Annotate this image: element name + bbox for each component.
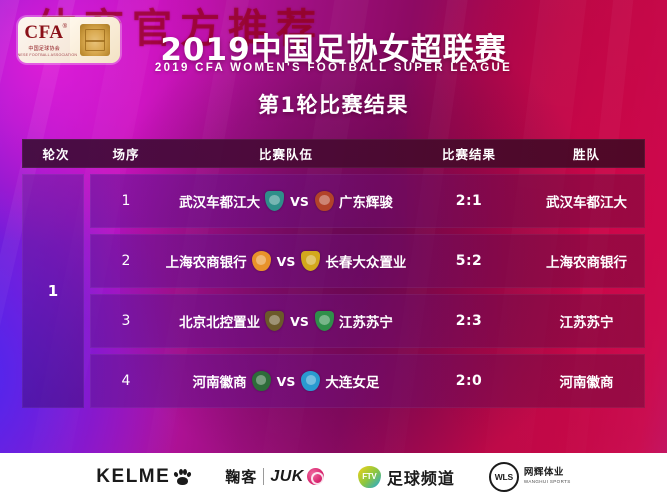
column-header-order: 场序 xyxy=(112,147,140,162)
column-header-score: 比赛结果 xyxy=(441,147,496,162)
sponsor-logo-ftv: FTV 足球频道 xyxy=(357,465,455,489)
home-team-name: 河南徽商 xyxy=(192,375,247,391)
round-number: 1 xyxy=(47,282,59,300)
cfa-logo-emblem-area xyxy=(70,17,120,63)
cfa-logo-subtitle-cn: 中国足球协会 xyxy=(28,46,60,52)
away-team-crest-icon xyxy=(301,371,321,391)
table-header-row: 轮次 场序 比赛队伍 比赛结果 胜队 xyxy=(22,139,645,168)
match-order: 4 xyxy=(121,373,131,389)
results-table: 轮次 场序 比赛队伍 比赛结果 胜队 1 1 武汉车都江大 VS xyxy=(22,139,645,408)
vs-label: VS xyxy=(290,313,309,329)
juk-divider xyxy=(263,468,265,485)
vs-label: VS xyxy=(276,373,296,389)
column-header-round: 轮次 xyxy=(42,147,70,162)
away-team-name: 广东辉骏 xyxy=(338,195,393,211)
wls-wordmark: 网辉体业 WANGHUI SPORTS xyxy=(523,467,571,485)
home-team-name: 上海农商银行 xyxy=(165,255,247,271)
home-team-crest-icon xyxy=(251,371,271,391)
table-row[interactable]: 4 河南徽商 VS 大连女足 2:0 河南徽商 xyxy=(90,354,645,408)
match-winner: 河南徽商 xyxy=(559,375,614,391)
ftv-badge-icon: FTV xyxy=(357,465,381,488)
cfa-logo-registered-mark: ® xyxy=(62,24,67,30)
vs-label: VS xyxy=(276,253,296,269)
vs-label: VS xyxy=(290,193,309,209)
away-team-crest-icon xyxy=(314,311,334,331)
wls-wordmark-en: WANGHUI SPORTS xyxy=(523,479,571,485)
home-team-crest-icon xyxy=(265,191,285,211)
away-team-name: 江苏苏宁 xyxy=(338,315,393,331)
table-row[interactable]: 2 上海农商银行 VS 长春大众置业 5:2 上海农商银行 xyxy=(90,234,645,288)
match-score: 2:0 xyxy=(455,373,483,389)
wls-wordmark-cn: 网辉体业 xyxy=(523,467,564,479)
cfa-logo-subtitle-en: CHINESE FOOTBALL ASSOCIATION xyxy=(18,53,78,57)
column-header-winner: 胜队 xyxy=(572,147,600,162)
table-body: 1 1 武汉车都江大 VS 广东辉骏 2:1 武汉车都江大 xyxy=(22,174,645,408)
ftv-wordmark: 足球频道 xyxy=(386,468,455,488)
match-winner: 上海农商银行 xyxy=(546,255,627,271)
match-score: 2:3 xyxy=(455,313,483,329)
match-teams: 上海农商银行 VS 长春大众置业 xyxy=(162,251,410,271)
match-teams: 武汉车都江大 VS 广东辉骏 xyxy=(162,191,410,211)
match-order: 2 xyxy=(121,253,131,269)
match-score: 5:2 xyxy=(455,253,483,269)
juk-wordmark-cn: 鞠客 xyxy=(225,468,258,486)
cfa-logo-word: CFA xyxy=(24,22,64,43)
match-score: 2:1 xyxy=(455,193,483,209)
page-title: 2019中国足协女超联赛 xyxy=(160,32,507,68)
page-subtitle: 2019 CFA WOMEN'S FOOTBALL SUPER LEAGUE xyxy=(154,62,513,74)
goal-emblem-icon xyxy=(80,24,110,56)
paw-icon xyxy=(173,468,193,485)
sponsor-footer: KELME 鞠客 JUK FTV 足球频道 WLS 网辉体业 WANGHUI S… xyxy=(0,453,667,500)
round-merged-cell: 1 xyxy=(22,174,84,408)
sponsor-logo-kelme: KELME xyxy=(96,465,193,488)
round-title: 第1轮比赛结果 xyxy=(257,93,410,117)
match-order: 1 xyxy=(121,193,131,209)
wls-badge-icon: WLS xyxy=(488,461,519,492)
kelme-wordmark: KELME xyxy=(96,465,171,487)
away-team-crest-icon xyxy=(314,191,334,211)
home-team-crest-icon xyxy=(265,311,285,331)
away-team-name: 长春大众置业 xyxy=(325,255,407,271)
home-team-name: 北京北控置业 xyxy=(179,315,261,331)
table-row[interactable]: 1 武汉车都江大 VS 广东辉骏 2:1 武汉车都江大 xyxy=(90,174,645,228)
column-header-teams: 比赛队伍 xyxy=(258,147,313,162)
sponsor-logo-wls: WLS 网辉体业 WANGHUI SPORTS xyxy=(488,461,571,492)
juk-ball-icon xyxy=(306,468,324,485)
cfa-logo: CFA ® 中国足球协会 CHINESE FOOTBALL ASSOCIATIO… xyxy=(18,17,120,63)
match-teams: 北京北控置业 VS 江苏苏宁 xyxy=(162,311,410,331)
home-team-crest-icon xyxy=(251,251,271,271)
match-winner: 武汉车都江大 xyxy=(546,195,627,211)
away-team-name: 大连女足 xyxy=(325,375,380,391)
home-team-name: 武汉车都江大 xyxy=(179,195,261,211)
sponsor-logo-juk: 鞠客 JUK xyxy=(225,466,324,487)
match-order: 3 xyxy=(121,313,131,329)
cfa-logo-textblock: CFA ® 中国足球协会 CHINESE FOOTBALL ASSOCIATIO… xyxy=(18,17,77,63)
juk-wordmark-en: JUK xyxy=(270,467,304,485)
match-winner: 江苏苏宁 xyxy=(559,315,614,331)
away-team-crest-icon xyxy=(301,251,321,271)
match-teams: 河南徽商 VS 大连女足 xyxy=(162,371,410,391)
match-rows: 1 武汉车都江大 VS 广东辉骏 2:1 武汉车都江大 2 上海农商银 xyxy=(90,174,645,408)
table-row[interactable]: 3 北京北控置业 VS 江苏苏宁 2:3 江苏苏宁 xyxy=(90,294,645,348)
